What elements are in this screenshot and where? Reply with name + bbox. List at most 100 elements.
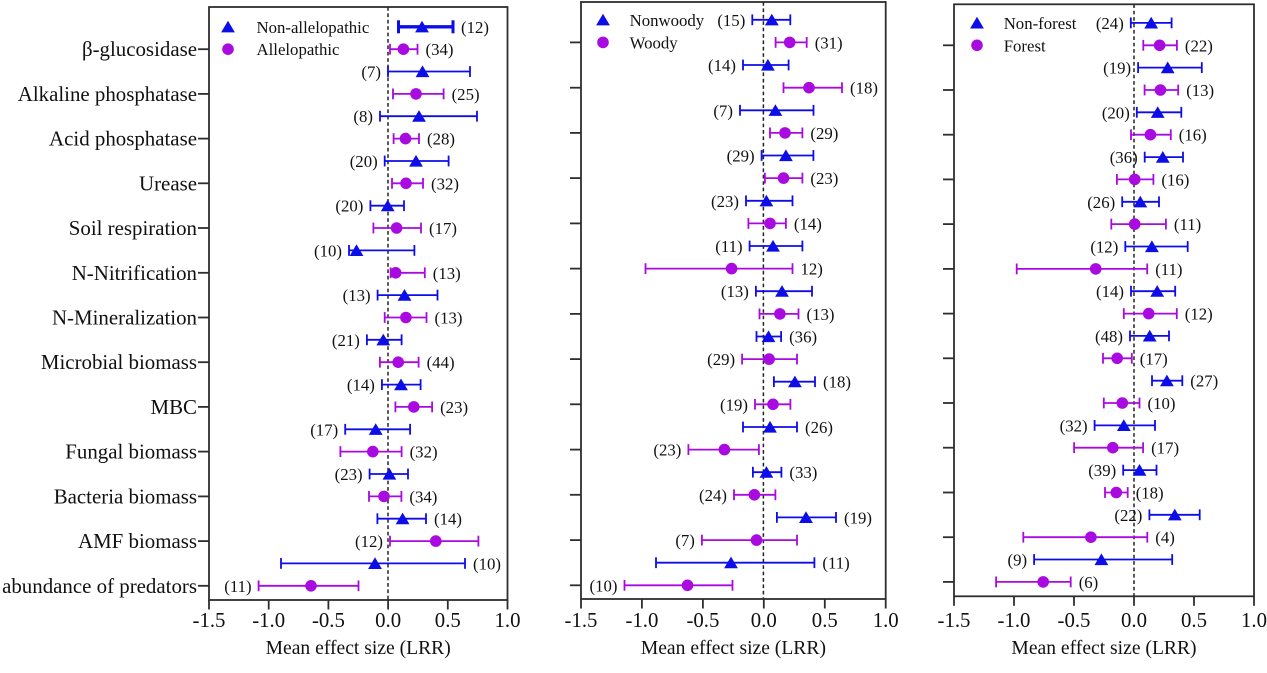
- svg-text:(27): (27): [1190, 372, 1218, 391]
- svg-text:(34): (34): [409, 487, 437, 506]
- svg-text:(39): (39): [1088, 461, 1116, 480]
- svg-text:-1.0: -1.0: [252, 609, 285, 632]
- svg-text:(26): (26): [1087, 193, 1115, 212]
- svg-text:(14): (14): [1096, 282, 1124, 301]
- svg-text:(11): (11): [1155, 260, 1182, 279]
- svg-text:(11): (11): [822, 554, 849, 573]
- svg-text:MBC: MBC: [151, 395, 197, 419]
- svg-text:-1.0: -1.0: [625, 609, 658, 632]
- svg-text:0.5: 0.5: [812, 609, 838, 632]
- svg-text:(16): (16): [1161, 170, 1189, 189]
- svg-text:(4): (4): [1155, 528, 1175, 547]
- svg-text:0.0: 0.0: [751, 609, 777, 632]
- svg-text:(12): (12): [355, 532, 383, 551]
- svg-text:Woody: Woody: [630, 33, 679, 52]
- svg-text:(13): (13): [433, 264, 461, 283]
- svg-text:-0.5: -0.5: [312, 609, 345, 632]
- svg-text:Mean effect size (LRR): Mean effect size (LRR): [641, 638, 826, 659]
- svg-text:(23): (23): [335, 465, 363, 484]
- svg-text:(13): (13): [343, 286, 371, 305]
- svg-text:(24): (24): [1096, 14, 1124, 33]
- svg-text:(13): (13): [721, 282, 749, 301]
- svg-text:(29): (29): [727, 147, 755, 166]
- svg-text:(23): (23): [711, 192, 739, 211]
- svg-text:-1.5: -1.5: [193, 609, 226, 632]
- svg-text:(32): (32): [431, 174, 459, 193]
- svg-text:(31): (31): [815, 33, 843, 52]
- svg-text:(28): (28): [427, 130, 455, 149]
- svg-text:0.0: 0.0: [1121, 609, 1147, 632]
- svg-text:-1.5: -1.5: [565, 609, 598, 632]
- svg-text:0.0: 0.0: [375, 609, 401, 632]
- svg-text:(36): (36): [789, 328, 817, 347]
- svg-text:(13): (13): [807, 305, 835, 324]
- svg-text:(7): (7): [713, 101, 733, 120]
- svg-text:(22): (22): [1185, 36, 1213, 55]
- svg-text:1.0: 1.0: [1241, 609, 1267, 632]
- svg-text:0.5: 0.5: [1181, 609, 1207, 632]
- svg-text:(7): (7): [675, 531, 695, 550]
- svg-text:(11): (11): [1174, 215, 1201, 234]
- svg-text:(26): (26): [805, 418, 833, 437]
- svg-text:(14): (14): [434, 510, 462, 529]
- svg-text:(10): (10): [590, 576, 618, 595]
- svg-text:(12): (12): [1090, 238, 1118, 257]
- svg-text:-0.5: -0.5: [1058, 609, 1091, 632]
- svg-text:AMF biomass: AMF biomass: [78, 529, 197, 553]
- svg-text:abundance of predators: abundance of predators: [2, 574, 197, 598]
- svg-text:(23): (23): [440, 398, 468, 417]
- svg-text:(34): (34): [426, 40, 454, 59]
- svg-text:N-Nitrification: N-Nitrification: [72, 261, 198, 285]
- svg-text:(23): (23): [653, 441, 681, 460]
- svg-text:(14): (14): [794, 214, 822, 233]
- svg-text:(36): (36): [1110, 148, 1138, 167]
- svg-text:(18): (18): [850, 79, 878, 98]
- svg-text:(29): (29): [810, 124, 838, 143]
- svg-text:(12): (12): [1185, 305, 1213, 324]
- svg-text:(23): (23): [810, 169, 838, 188]
- svg-text:Nonwoody: Nonwoody: [630, 11, 705, 30]
- svg-text:(7): (7): [361, 63, 381, 82]
- svg-text:-1.0: -1.0: [998, 609, 1031, 632]
- svg-text:1.0: 1.0: [495, 609, 521, 632]
- svg-text:-0.5: -0.5: [686, 609, 719, 632]
- svg-text:(21): (21): [332, 331, 360, 350]
- svg-text:(10): (10): [314, 241, 342, 260]
- svg-text:Soil respiration: Soil respiration: [69, 216, 198, 240]
- svg-text:0.5: 0.5: [435, 609, 461, 632]
- svg-text:(13): (13): [435, 309, 463, 328]
- svg-text:(17): (17): [429, 219, 457, 238]
- svg-text:(14): (14): [347, 376, 375, 395]
- svg-text:(32): (32): [410, 443, 438, 462]
- svg-text:(22): (22): [1114, 506, 1142, 525]
- svg-text:(48): (48): [1095, 327, 1123, 346]
- svg-text:(25): (25): [452, 85, 480, 104]
- svg-text:Microbial biomass: Microbial biomass: [41, 350, 197, 374]
- svg-text:Acid phosphatase: Acid phosphatase: [49, 127, 197, 151]
- svg-text:(20): (20): [1102, 103, 1130, 122]
- svg-text:Mean effect size (LRR): Mean effect size (LRR): [1011, 638, 1196, 659]
- svg-text:12): 12): [801, 260, 823, 279]
- svg-text:(44): (44): [427, 353, 455, 372]
- svg-text:(24): (24): [699, 486, 727, 505]
- svg-text:(11): (11): [224, 577, 251, 596]
- svg-text:(16): (16): [1179, 126, 1207, 145]
- svg-text:(17): (17): [1151, 439, 1179, 458]
- svg-text:(11): (11): [715, 237, 742, 256]
- svg-text:(14): (14): [708, 56, 736, 75]
- svg-text:(19): (19): [720, 395, 748, 414]
- svg-text:Alkaline phosphatase: Alkaline phosphatase: [18, 82, 197, 106]
- svg-text:Non-forest: Non-forest: [1004, 14, 1077, 33]
- svg-text:(17): (17): [310, 420, 338, 439]
- svg-text:-1.5: -1.5: [938, 609, 971, 632]
- svg-text:Mean effect size (LRR): Mean effect size (LRR): [266, 638, 451, 659]
- svg-text:Forest: Forest: [1004, 36, 1046, 55]
- svg-text:Allelopathic: Allelopathic: [257, 40, 340, 59]
- svg-text:(6): (6): [1079, 573, 1099, 592]
- svg-text:Fungal biomass: Fungal biomass: [65, 440, 197, 464]
- svg-text:(18): (18): [823, 373, 851, 392]
- svg-text:1.0: 1.0: [873, 609, 899, 632]
- svg-text:Urease: Urease: [139, 171, 197, 195]
- svg-text:(12): (12): [461, 18, 489, 37]
- svg-text:(18): (18): [1136, 484, 1164, 503]
